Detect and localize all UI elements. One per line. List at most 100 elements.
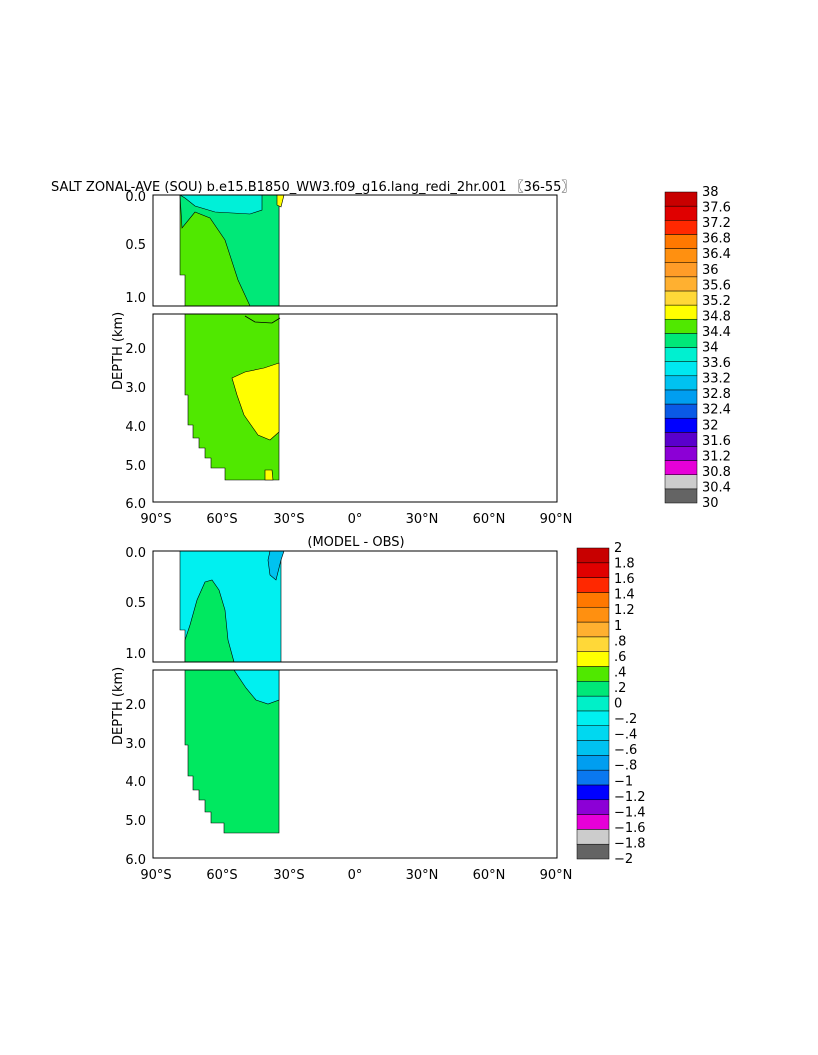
diff-y-axis-label: DEPTH (km) [111,667,126,745]
salt-colorbar-swatch [664,318,698,334]
salt-colorbar-swatch [664,361,698,377]
diff-colorbar-label: 1.6 [614,572,635,587]
diff-colorbar-swatch [576,710,610,726]
salt-colorbar-label: 35.2 [702,294,731,309]
diff-panel: (MODEL - OBS) 0.0 0.5 1.0 2.0 3.0 4.0 5.… [111,535,646,883]
diff-colorbar-label: .8 [614,634,626,649]
salt-upper-fresh-region [179,194,280,307]
diff-ytick-2: 1.0 [125,647,146,662]
diff-colorbar-label: 1.8 [614,557,635,572]
salt-colorbar: 3837.637.236.836.43635.635.234.834.43433… [664,185,731,511]
salt-colorbar-label: 34 [702,341,719,356]
diff-colorbar-label: 1.2 [614,603,635,618]
salt-colorbar-label: 36.8 [702,232,731,247]
diff-colorbar-swatch [576,651,610,667]
salt-colorbar-label: 34.4 [702,325,731,340]
salt-xtick-3: 0° [348,512,363,527]
salt-colorbar-swatch [664,276,698,292]
salt-colorbar-swatch [664,389,698,405]
salt-colorbar-swatch [664,347,698,362]
diff-colorbar-label: −1.2 [614,790,646,805]
diff-xtick-4: 30°N [406,868,439,883]
salt-chart-title: SALT ZONAL-AVE (SOU) b.e15.B1850_WW3.f09… [51,180,574,195]
salt-ytick-7: 6.0 [125,497,146,512]
diff-lower-plot-frame [152,669,558,859]
diff-colorbar-label: −.8 [614,759,637,774]
salt-colorbar-swatch [664,474,698,490]
salt-ytick-1: 0.5 [125,238,146,253]
diff-upper-plot-frame [152,550,558,663]
salt-panel: SALT ZONAL-AVE (SOU) b.e15.B1850_WW3.f09… [51,180,731,527]
diff-colorbar-label: 2 [614,541,622,556]
diff-ytick-7: 6.0 [125,853,146,868]
salt-colorbar-swatch [664,248,698,263]
salt-xtick-2: 30°S [273,512,304,527]
salt-colorbar-label: 34.8 [702,309,731,324]
diff-colorbar-label: −.4 [614,728,637,743]
salt-lower-high-region [231,362,280,441]
diff-colorbar-label: −2 [614,852,633,867]
diff-colorbar-label: 1.4 [614,588,635,603]
salt-lower-main-region [184,313,280,481]
diff-ytick-4: 3.0 [125,737,146,752]
diff-colorbar-label: .4 [614,665,626,680]
salt-colorbar-label: 30 [702,496,719,511]
diff-colorbar-swatch [576,843,610,860]
diff-colorbar-label: −1.4 [614,805,646,820]
diff-lower-main-region [184,669,280,834]
diff-colorbar-label: −.6 [614,743,637,758]
diff-colorbar-swatch [576,562,610,578]
salt-colorbar-label: 30.4 [702,480,731,495]
salt-y-axis-label: DEPTH (km) [111,312,126,390]
salt-lower-plot-frame [152,313,558,503]
diff-colorbar-label: 1 [614,619,622,634]
salt-colorbar-label: 32 [702,418,719,433]
salt-upper-plot-frame [152,194,558,307]
diff-colorbar: 21.81.61.41.21.8.6.4.20−.2−.4−.6−.8−1−1.… [576,541,646,867]
diff-colorbar-label: −.2 [614,712,637,727]
diff-ytick-6: 5.0 [125,814,146,829]
diff-upper-fill [179,550,285,663]
diff-upper-neg2-region [267,550,285,581]
diff-colorbar-label: .6 [614,650,626,665]
salt-xtick-4: 30°N [406,512,439,527]
salt-colorbar-label: 30.8 [702,465,731,480]
salt-colorbar-label: 33.6 [702,356,731,371]
diff-colorbar-swatch [576,829,610,845]
salt-colorbar-swatch [664,290,698,306]
diff-colorbar-swatch [576,784,610,801]
diff-upper-main-region [184,579,235,663]
diff-ytick-3: 2.0 [125,698,146,713]
diff-xtick-0: 90°S [140,868,171,883]
salt-ytick-0: 0.0 [125,190,146,205]
salt-colorbar-label: 37.2 [702,216,731,231]
diff-xtick-3: 0° [348,868,363,883]
salt-colorbar-label: 32.4 [702,403,731,418]
diff-colorbar-swatch [576,740,610,756]
salt-colorbar-swatch [664,191,698,207]
salt-colorbar-label: 31.6 [702,434,731,449]
salt-colorbar-label: 32.8 [702,387,731,402]
salt-xtick-0: 90°S [140,512,171,527]
salt-xtick-1: 60°S [206,512,237,527]
salt-colorbar-swatch [664,205,698,221]
diff-ytick-0: 0.0 [125,546,146,561]
diff-xtick-6: 90°N [540,868,573,883]
diff-colorbar-swatch [576,636,610,652]
salt-colorbar-swatch [664,234,698,249]
salt-lower-fill [184,313,280,481]
diff-colorbar-swatch [576,547,610,564]
salt-colorbar-swatch [664,417,698,433]
salt-colorbar-label: 36 [702,263,719,278]
salt-colorbar-swatch [664,403,698,419]
salt-upper-fill [178,194,285,307]
salt-contour-line [244,315,281,324]
salt-colorbar-swatch [664,488,698,504]
diff-ytick-1: 0.5 [125,596,146,611]
salt-colorbar-label: 36.4 [702,247,731,262]
diff-colorbar-swatch [576,799,610,815]
salt-colorbar-label: 33.2 [702,372,731,387]
salt-colorbar-swatch [664,446,698,461]
diff-chart-title: (MODEL - OBS) [307,535,404,550]
